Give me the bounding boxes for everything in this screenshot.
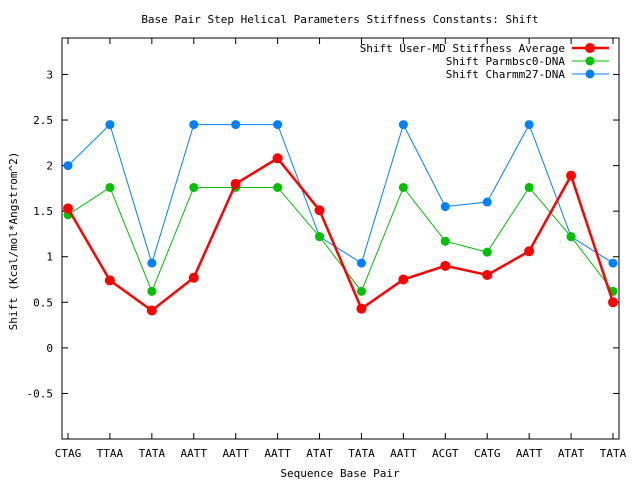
plot-frame <box>61 37 620 440</box>
y-tick-label: 0 <box>46 342 53 355</box>
legend-label: Shift User-MD Stiffness Average <box>360 42 565 55</box>
x-tick-label: AATT <box>181 447 208 460</box>
data-point <box>356 258 366 268</box>
x-tick-label: CTAG <box>55 447 82 460</box>
data-point <box>63 203 73 214</box>
series-line <box>67 123 614 265</box>
chart-title: Base Pair Step Helical Parameters Stiffn… <box>141 13 538 26</box>
data-point <box>104 275 115 286</box>
y-tick-label: 1 <box>46 251 53 264</box>
series-3 <box>63 120 618 268</box>
data-point <box>105 182 115 192</box>
y-tick-label: 0.5 <box>33 296 53 309</box>
data-point <box>146 305 157 316</box>
data-point <box>440 260 451 271</box>
x-tick-label: ACGT <box>432 447 459 460</box>
data-point <box>398 120 408 130</box>
data-point <box>314 205 325 216</box>
data-point <box>231 120 241 130</box>
y-tick-label: 2.5 <box>33 114 53 127</box>
y-tick-label: 3 <box>46 68 53 81</box>
data-point <box>440 236 450 246</box>
x-tick-label: ATAT <box>558 447 585 460</box>
y-tick-label: -0.5 <box>27 387 54 400</box>
data-point <box>63 161 73 171</box>
legend-label: Shift Parmbsc0-DNA <box>446 55 566 68</box>
y-axis-label: Shift (Kcal/mol*Angstrom^2) <box>7 152 20 331</box>
x-tick-label: CATG <box>474 447 501 460</box>
data-point <box>524 120 534 130</box>
data-point <box>566 170 577 181</box>
x-tick-label: AATT <box>390 447 417 460</box>
data-point <box>147 258 157 268</box>
x-axis-label: Sequence Base Pair <box>280 467 400 480</box>
x-tick-label: AATT <box>516 447 543 460</box>
data-point <box>482 197 492 207</box>
data-point <box>482 247 492 257</box>
data-point <box>147 286 157 296</box>
legend-marker <box>585 56 595 66</box>
x-tick-label: AATT <box>222 447 249 460</box>
data-point <box>356 303 367 314</box>
series-2 <box>63 182 618 296</box>
data-point <box>273 120 283 130</box>
series-line <box>67 186 614 293</box>
data-point <box>482 269 493 280</box>
series-1 <box>63 153 618 316</box>
data-point <box>398 274 409 285</box>
x-tick-label: TATA <box>348 447 375 460</box>
legend-marker <box>585 43 595 53</box>
data-point <box>356 286 366 296</box>
data-point <box>189 120 199 130</box>
y-tick-label: 2 <box>46 160 53 173</box>
x-tick-label: TATA <box>139 447 166 460</box>
data-point <box>608 258 618 268</box>
data-point <box>398 182 408 192</box>
axes: -0.5 0 0.5 1 1.5 2 2.5 3 CTAG TTAA TATA AATT AATT AAT… <box>27 37 627 460</box>
data-point <box>566 232 576 242</box>
data-point <box>524 246 535 257</box>
data-point <box>440 202 450 212</box>
series-layer <box>63 120 618 316</box>
data-point <box>272 153 283 164</box>
data-point <box>188 272 199 283</box>
x-tick-label: AATT <box>264 447 291 460</box>
legend-marker <box>585 69 595 79</box>
data-point <box>524 182 534 192</box>
data-point <box>315 232 325 242</box>
legend-label: Shift Charmm27-DNA <box>446 68 566 81</box>
y-tick-label: 1.5 <box>33 205 53 218</box>
series-line <box>66 156 615 313</box>
data-point <box>230 178 241 189</box>
data-point <box>608 297 618 308</box>
x-tick-label: TTAA <box>97 447 124 460</box>
data-point <box>273 182 283 192</box>
x-tick-label: ATAT <box>306 447 333 460</box>
data-point <box>105 120 115 130</box>
data-point <box>189 182 199 192</box>
x-tick-label: TATA <box>600 447 627 460</box>
